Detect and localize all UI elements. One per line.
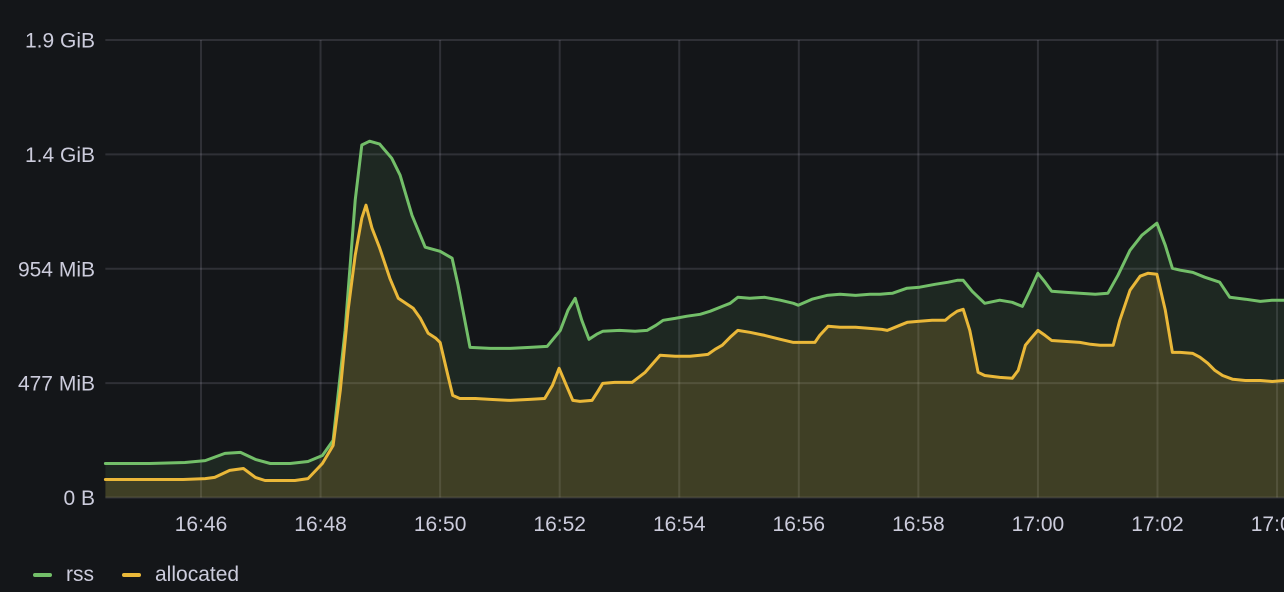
x-tick-label: 17:02 [1131,513,1184,536]
legend-item-rss[interactable]: rss [33,564,94,585]
allocated-series-area [105,205,1284,498]
rss-series-area [105,141,1284,498]
y-tick-label: 477 MiB [18,373,95,396]
rss-series-line [103,139,1284,465]
y-tick-label: 1.4 GiB [25,144,95,167]
x-tick-label: 16:52 [533,513,586,536]
y-tick-label: 954 MiB [18,258,95,281]
x-tick-label: 16:48 [294,513,347,536]
x-tick-label: 16:58 [892,513,945,536]
chart-legend: rss allocated [33,564,1284,585]
rss-series-dash-icon [33,572,52,577]
y-tick-label: 0 B [63,487,95,510]
legend-label-rss: rss [66,563,94,586]
x-tick-label: 16:46 [175,513,228,536]
x-tick-label: 16:50 [414,513,467,536]
legend-label-allocated: allocated [155,563,240,586]
time-series-chart-canvas[interactable]: 0 B 477 MiB 954 MiB 1.4 GiB 1.9 GiB 16:46 16:4… [0,0,1284,548]
x-tick-label: 17:00 [1012,513,1065,536]
x-tick-label: 17:04 [1251,513,1284,536]
legend-item-allocated[interactable]: allocated [122,564,239,585]
allocated-series-line [103,203,1284,482]
allocated-series-dash-icon [122,572,141,577]
x-tick-label: 16:56 [773,513,826,536]
y-tick-label: 1.9 GiB [25,30,95,53]
x-tick-label: 16:54 [653,513,706,536]
gridlines [105,39,1284,499]
